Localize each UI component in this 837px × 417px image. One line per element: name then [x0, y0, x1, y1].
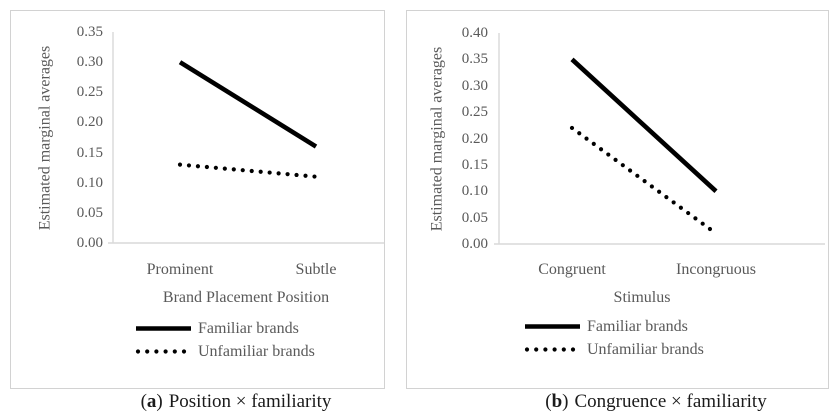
- chart-panel-a: Estimated marginal averages 0.00 0.05 0.10…: [10, 10, 385, 389]
- series-line-dotted: [177, 162, 319, 179]
- plot-area-a: [108, 32, 384, 244]
- category-label: Congruent: [538, 261, 606, 278]
- series-line-solid: [178, 60, 318, 149]
- x-axis-title: Stimulus: [613, 289, 671, 306]
- category-label: Incongruous: [676, 261, 756, 278]
- chart-panel-b: Estimated marginal averages 0.00 0.05 0.10…: [406, 10, 829, 389]
- axis-lines: [108, 32, 384, 244]
- y-tick-label: 0.05: [76, 204, 103, 221]
- y-tick-label: 0.00: [461, 236, 488, 252]
- y-tick-label: 0.35: [461, 51, 488, 68]
- legend-row: Unfamiliar brands: [135, 340, 315, 363]
- legend-label: Familiar brands: [198, 319, 299, 337]
- y-tick-label: 0.10: [461, 183, 488, 200]
- y-tick-label: 0.15: [461, 156, 488, 173]
- caption-b: (b) Congruence × familiarity: [545, 391, 767, 412]
- y-tick-label: 0.30: [461, 77, 488, 94]
- plot-area-b: [494, 33, 825, 245]
- caption-a: (a) Position × familiarity: [140, 391, 332, 412]
- legend: Familiar brands Unfamiliar brands: [524, 315, 704, 361]
- y-tick-label: 0.20: [461, 130, 488, 147]
- y-tick-label: 0.05: [461, 209, 488, 226]
- y-tick-label: 0.25: [76, 84, 103, 101]
- y-tick-label: 0.30: [76, 54, 103, 71]
- axis-lines: [494, 33, 825, 245]
- y-tick-label: 0.15: [76, 144, 103, 161]
- legend: Familiar brands Unfamiliar brands: [135, 317, 315, 363]
- y-tick-label: 0.00: [76, 235, 103, 251]
- y-tick-label: 0.20: [76, 114, 103, 131]
- series-line-dotted: [569, 125, 719, 236]
- legend-row: Familiar brands: [524, 315, 704, 338]
- dotted-line-swatch-icon: [135, 349, 192, 354]
- legend-row: Familiar brands: [135, 317, 315, 340]
- dotted-line-swatch-icon: [524, 347, 581, 352]
- x-axis-title: Brand Placement Position: [162, 289, 330, 306]
- solid-line-swatch-icon: [136, 326, 191, 331]
- legend-label: Unfamiliar brands: [587, 340, 704, 358]
- y-tick-label: 0.10: [76, 174, 103, 191]
- legend-label: Unfamiliar brands: [198, 342, 315, 360]
- y-tick-label: 0.35: [76, 24, 103, 40]
- y-tick-label: 0.40: [461, 25, 488, 41]
- solid-line-swatch-icon: [525, 324, 580, 329]
- legend-row: Unfamiliar brands: [524, 338, 704, 361]
- legend-label: Familiar brands: [587, 317, 688, 335]
- series-line-solid: [570, 57, 718, 193]
- category-label: Subtle: [295, 261, 337, 278]
- y-tick-label: 0.25: [461, 104, 488, 121]
- category-label: Prominent: [146, 261, 214, 278]
